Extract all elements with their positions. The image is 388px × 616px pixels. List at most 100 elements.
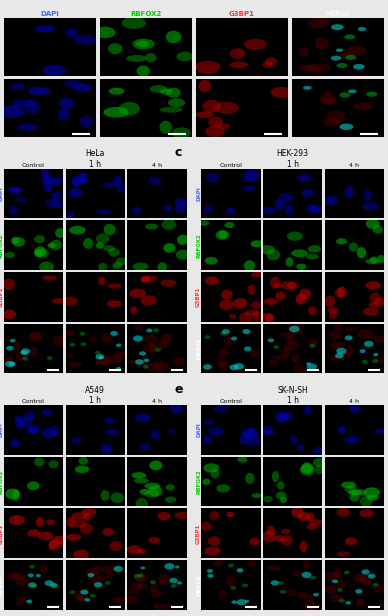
Ellipse shape <box>301 463 314 474</box>
Ellipse shape <box>5 356 13 364</box>
Ellipse shape <box>298 47 309 57</box>
Text: c: c <box>175 146 182 160</box>
Ellipse shape <box>157 341 168 349</box>
Ellipse shape <box>244 346 251 351</box>
Title: A549
1 h: A549 1 h <box>85 386 105 405</box>
Title: HeLa
1 h: HeLa 1 h <box>86 149 105 169</box>
Ellipse shape <box>275 535 284 542</box>
Ellipse shape <box>195 61 220 74</box>
Ellipse shape <box>36 516 44 527</box>
Ellipse shape <box>311 205 323 212</box>
Ellipse shape <box>50 583 58 588</box>
Ellipse shape <box>357 328 374 339</box>
Ellipse shape <box>242 329 251 334</box>
Ellipse shape <box>175 565 180 569</box>
Ellipse shape <box>306 204 317 212</box>
Ellipse shape <box>7 187 20 192</box>
Ellipse shape <box>103 245 115 251</box>
Ellipse shape <box>73 83 92 92</box>
Y-axis label: DAPI: DAPI <box>196 423 201 437</box>
Ellipse shape <box>249 602 257 610</box>
Ellipse shape <box>360 496 372 507</box>
Ellipse shape <box>29 331 44 339</box>
Ellipse shape <box>163 243 176 253</box>
Ellipse shape <box>345 485 357 493</box>
Ellipse shape <box>251 272 263 277</box>
Ellipse shape <box>3 278 15 290</box>
Ellipse shape <box>243 185 256 192</box>
Ellipse shape <box>285 205 293 216</box>
Ellipse shape <box>122 17 146 29</box>
Ellipse shape <box>100 490 109 501</box>
Ellipse shape <box>237 456 248 463</box>
Ellipse shape <box>148 485 163 496</box>
Ellipse shape <box>166 31 182 43</box>
Ellipse shape <box>275 291 286 301</box>
Ellipse shape <box>340 124 353 130</box>
Ellipse shape <box>273 283 281 288</box>
Ellipse shape <box>328 331 341 340</box>
Ellipse shape <box>286 335 295 345</box>
Ellipse shape <box>153 328 159 332</box>
Y-axis label: Arsenite: Arsenite <box>0 95 2 121</box>
Ellipse shape <box>244 310 260 315</box>
Ellipse shape <box>330 341 346 350</box>
Y-axis label: Control: Control <box>0 36 2 59</box>
Ellipse shape <box>141 275 150 283</box>
Ellipse shape <box>345 537 357 545</box>
Ellipse shape <box>201 522 211 531</box>
Ellipse shape <box>363 189 372 201</box>
Ellipse shape <box>158 262 167 272</box>
Ellipse shape <box>349 493 360 501</box>
Ellipse shape <box>90 594 96 598</box>
Ellipse shape <box>282 411 293 420</box>
Ellipse shape <box>360 509 374 517</box>
Ellipse shape <box>204 335 210 339</box>
Ellipse shape <box>203 364 212 370</box>
Ellipse shape <box>51 177 63 185</box>
Ellipse shape <box>135 575 145 581</box>
Ellipse shape <box>129 289 146 299</box>
Ellipse shape <box>107 283 122 289</box>
Ellipse shape <box>28 582 36 588</box>
Ellipse shape <box>363 307 379 316</box>
Ellipse shape <box>362 360 368 363</box>
Ellipse shape <box>137 65 150 77</box>
Y-axis label: RBFOX2: RBFOX2 <box>0 469 3 494</box>
Ellipse shape <box>149 537 160 543</box>
Ellipse shape <box>13 341 21 351</box>
Ellipse shape <box>334 323 343 331</box>
Title: MERGE: MERGE <box>326 10 350 17</box>
Ellipse shape <box>364 487 380 498</box>
Ellipse shape <box>301 572 312 578</box>
Title: 4 h: 4 h <box>152 399 162 404</box>
Ellipse shape <box>36 574 41 577</box>
Ellipse shape <box>129 583 142 590</box>
Ellipse shape <box>16 351 24 362</box>
Ellipse shape <box>231 336 237 341</box>
Ellipse shape <box>5 252 15 258</box>
Ellipse shape <box>361 569 370 575</box>
Ellipse shape <box>251 493 262 498</box>
Ellipse shape <box>358 27 366 31</box>
Y-axis label: G3BP1: G3BP1 <box>196 286 201 307</box>
Ellipse shape <box>135 498 148 510</box>
Ellipse shape <box>226 208 236 214</box>
Ellipse shape <box>83 513 91 521</box>
Ellipse shape <box>307 594 315 599</box>
Ellipse shape <box>98 277 106 285</box>
Ellipse shape <box>13 237 25 247</box>
Y-axis label: G3BP1: G3BP1 <box>0 523 3 543</box>
Ellipse shape <box>35 249 49 258</box>
Ellipse shape <box>26 599 32 603</box>
Ellipse shape <box>220 299 234 310</box>
Ellipse shape <box>325 571 338 582</box>
Ellipse shape <box>248 284 256 295</box>
Ellipse shape <box>274 345 279 349</box>
Ellipse shape <box>55 228 65 238</box>
Ellipse shape <box>300 541 308 552</box>
Ellipse shape <box>116 344 121 347</box>
Ellipse shape <box>208 116 223 127</box>
Ellipse shape <box>210 511 219 521</box>
Ellipse shape <box>108 248 120 257</box>
